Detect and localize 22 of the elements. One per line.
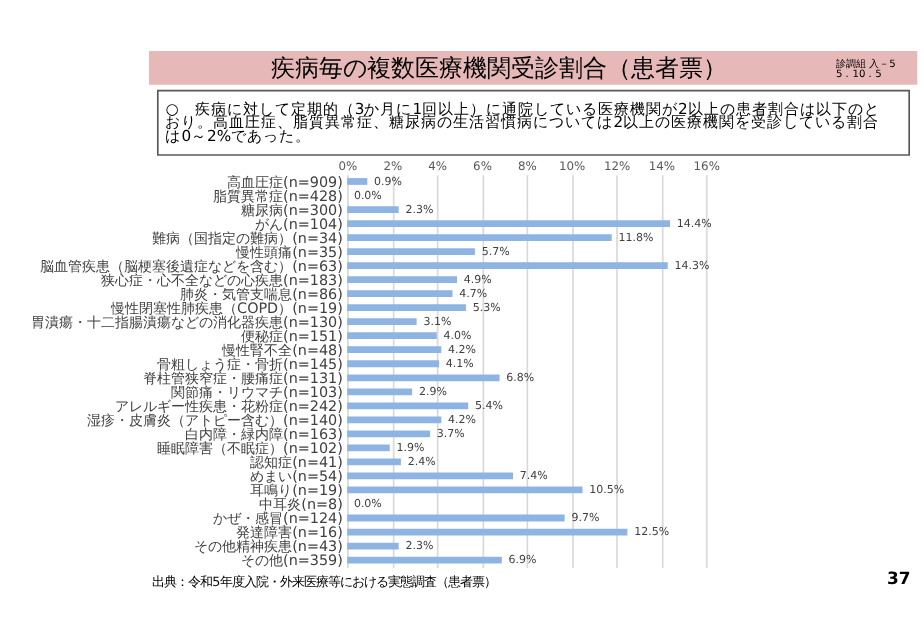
bar	[347, 332, 437, 340]
bar	[347, 402, 469, 410]
bar	[347, 220, 670, 227]
bar	[347, 360, 440, 368]
chart-subtitle: ○ 疾病に対して定期的（3か月に1回以上）に通院している医療機関が2以上の患者割合は以下のとおり。高血圧症、脂質異常症、糖尿病の生活習慣病については2以上の医療機関を受診している割合は0～2%であった。	[165, 99, 880, 145]
bar	[347, 318, 417, 326]
bar	[347, 248, 475, 255]
bar	[347, 374, 500, 382]
bar	[347, 416, 442, 424]
bar	[347, 234, 612, 241]
bar	[347, 276, 457, 284]
bar	[347, 290, 453, 298]
bar	[347, 178, 368, 185]
text: 37	[886, 568, 911, 588]
bar	[347, 262, 668, 269]
bar	[347, 430, 431, 438]
bar	[347, 388, 413, 396]
chart-title: 疾病毎の複数医療機関受診割合（患者票）	[271, 54, 728, 83]
bar	[347, 444, 390, 452]
bar	[347, 206, 399, 213]
bar	[347, 304, 466, 312]
bar	[347, 346, 442, 354]
